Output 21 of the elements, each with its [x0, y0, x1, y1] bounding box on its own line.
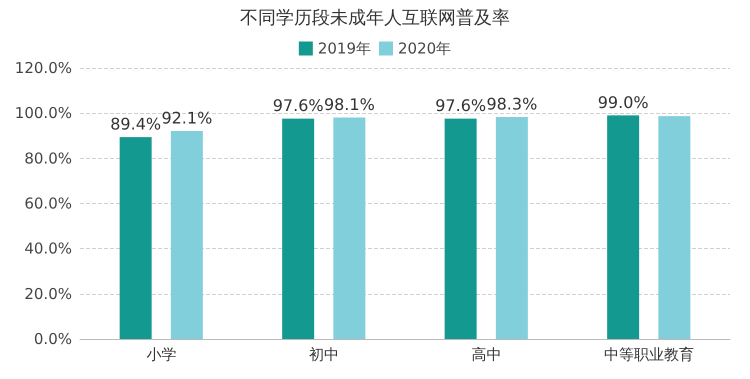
data-label: 89.4% [110, 114, 162, 134]
y-tick-label: 0.0% [34, 330, 72, 348]
data-label: 92.1% [161, 108, 212, 128]
legend-label: 2020年 [398, 40, 452, 58]
x-tick-label: 小学 [146, 346, 176, 364]
x-tick-label: 初中 [308, 346, 339, 364]
y-tick-label: 60.0% [24, 194, 72, 212]
y-tick-label: 120.0% [14, 59, 72, 77]
y-tick-label: 100.0% [14, 104, 72, 122]
data-label: 99.0% [598, 92, 649, 112]
y-tick-label: 40.0% [24, 240, 72, 258]
x-tick-label: 高中 [471, 346, 502, 364]
data-label: 97.6% [272, 96, 324, 116]
data-label: 98.3% [486, 94, 538, 114]
y-tick-label: 20.0% [24, 284, 72, 303]
chart-title: 不同学历段未成年人互联网普及率 [240, 8, 510, 28]
data-label: 98.1% [324, 94, 375, 114]
x-tick-label: 中等职业教育 [604, 346, 694, 364]
legend-label: 2019年 [318, 40, 372, 58]
data-label: 97.6% [435, 96, 486, 116]
y-tick-label: 80.0% [24, 149, 72, 168]
